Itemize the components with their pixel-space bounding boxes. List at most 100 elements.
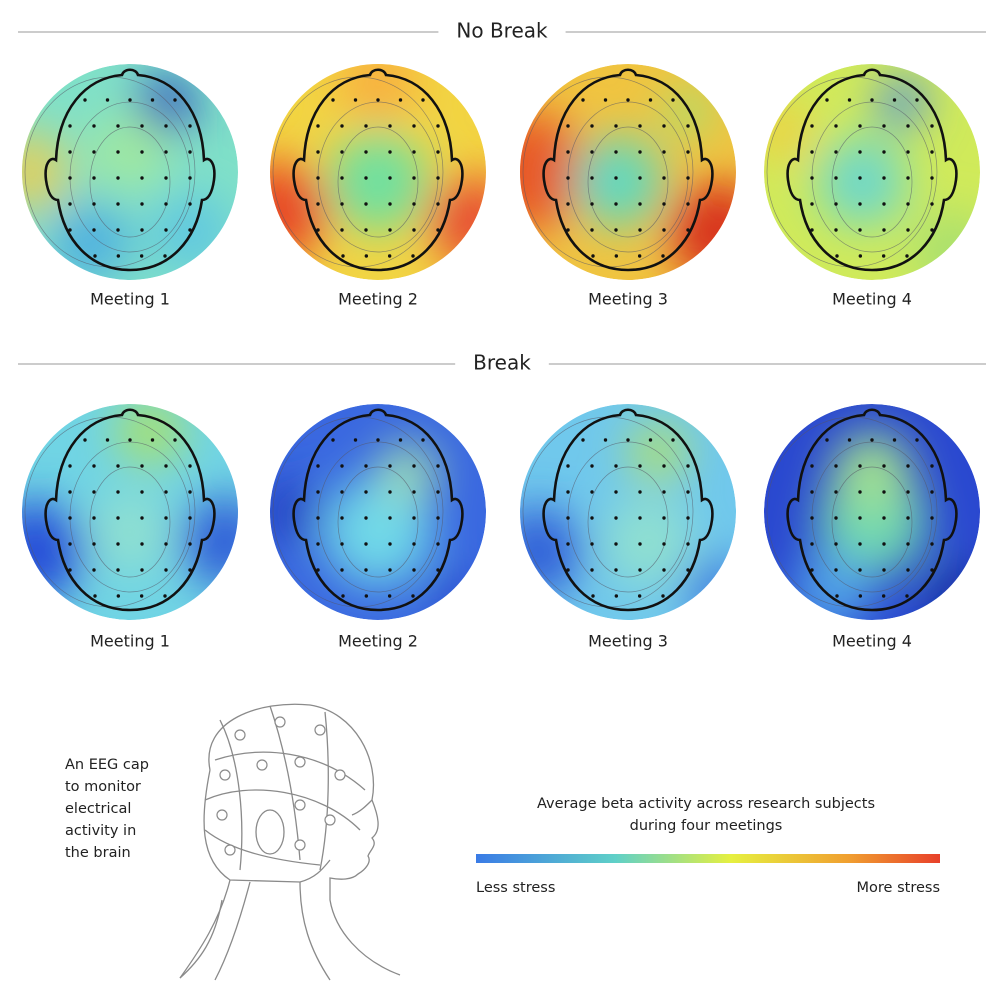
electrode-dot [388, 464, 392, 468]
electrode-dot [638, 176, 642, 180]
heat-blob [90, 112, 170, 192]
electrode-dot [316, 542, 320, 546]
electrode-dot [882, 464, 886, 468]
heat-blob [90, 492, 170, 572]
electrode-dot [870, 98, 874, 102]
electrode-dot [590, 202, 594, 206]
electrode-dot [116, 516, 120, 520]
electrode-dot [566, 568, 570, 572]
electrode-dot [930, 568, 934, 572]
electrode-dot [116, 228, 120, 232]
heat-blob [912, 212, 980, 280]
heat-blob [428, 572, 486, 620]
electrode-dot [810, 176, 814, 180]
electrode-dot [140, 490, 144, 494]
electrode-dot [930, 150, 934, 154]
electrode-dot [412, 568, 416, 572]
panel-label: Meeting 4 [832, 290, 912, 309]
electrode-dot [140, 176, 144, 180]
electrode-dot [388, 542, 392, 546]
electrode-dot [68, 464, 72, 468]
electrode-dot [881, 594, 886, 598]
electrode-dot [626, 438, 630, 442]
electrode-dot [92, 490, 96, 494]
electrode-dot [387, 254, 392, 258]
electrode-dot [662, 176, 666, 180]
electrode-dot [364, 202, 368, 206]
electrode-dot [810, 516, 814, 520]
electrode-dot [93, 254, 97, 258]
topomap [764, 64, 980, 280]
electrode-dot [906, 464, 910, 468]
head-outline [542, 408, 714, 612]
electrode-dot [591, 254, 595, 258]
electrode-dot [614, 490, 618, 494]
electrode-dot [581, 438, 585, 442]
electrode-dot [648, 98, 653, 102]
electrode-dot [150, 98, 155, 102]
electrode-dot [140, 464, 144, 468]
electrode-dot [316, 516, 320, 520]
heat-blob [668, 182, 736, 280]
topomap-blobs [22, 404, 238, 602]
electrode-dot [412, 542, 416, 546]
electrode-dot [188, 516, 192, 520]
heat-blob [832, 432, 912, 512]
electrode-dot [93, 594, 97, 598]
electrode-dot [412, 150, 416, 154]
electrode-dot [662, 150, 666, 154]
contour [587, 466, 669, 578]
topomap [270, 64, 486, 280]
panel-label: Meeting 1 [90, 632, 170, 651]
contour [831, 126, 913, 238]
electrode-dot [92, 516, 96, 520]
electrode-dot [173, 98, 177, 102]
electrode-dot [188, 490, 192, 494]
electrode-dot [614, 254, 619, 258]
electrode-dot [614, 568, 618, 572]
contour [337, 466, 419, 578]
electrode-dot [858, 228, 862, 232]
heat-blob [270, 482, 318, 542]
electrode-dot [686, 202, 690, 206]
electrode-dot [858, 568, 862, 572]
electrode-dot [188, 568, 192, 572]
electrode-dot [603, 98, 608, 102]
electrode-dot [421, 98, 425, 102]
electrode-dot [412, 490, 416, 494]
electrode-dot [638, 202, 642, 206]
electrode-dot [870, 438, 874, 442]
electrode-dot [810, 228, 814, 232]
electrode-dot [92, 124, 96, 128]
electrode-dot [68, 516, 72, 520]
electrode-dot [68, 202, 72, 206]
electrode-dot [68, 542, 72, 546]
electrode-dot [930, 176, 934, 180]
cap-caption: activity in [65, 823, 136, 839]
contour [337, 126, 419, 238]
electrode-dot [686, 542, 690, 546]
electrode-dot [930, 490, 934, 494]
electrode-dot [590, 124, 594, 128]
electrode-dot [140, 568, 144, 572]
electrode-dot [882, 516, 886, 520]
electrode-dot [164, 516, 168, 520]
electrode-dot [614, 516, 618, 520]
electrode-dot [316, 202, 320, 206]
electrode-dot [188, 202, 192, 206]
electrode-dot [590, 176, 594, 180]
electrode-dot [882, 542, 886, 546]
electrode-dot [614, 594, 619, 598]
electrode-dot [686, 490, 690, 494]
electrode-dot [614, 176, 618, 180]
electrode-dot [906, 228, 910, 232]
electrode-dot [116, 176, 120, 180]
electrode-dot [388, 228, 392, 232]
electrode-dot [128, 98, 132, 102]
electrode-dot [881, 254, 886, 258]
electrode-dot [834, 176, 838, 180]
electrode-dot [412, 176, 416, 180]
electrode-dot [412, 516, 416, 520]
electrode-dot [834, 150, 838, 154]
electrode-dot [626, 98, 630, 102]
